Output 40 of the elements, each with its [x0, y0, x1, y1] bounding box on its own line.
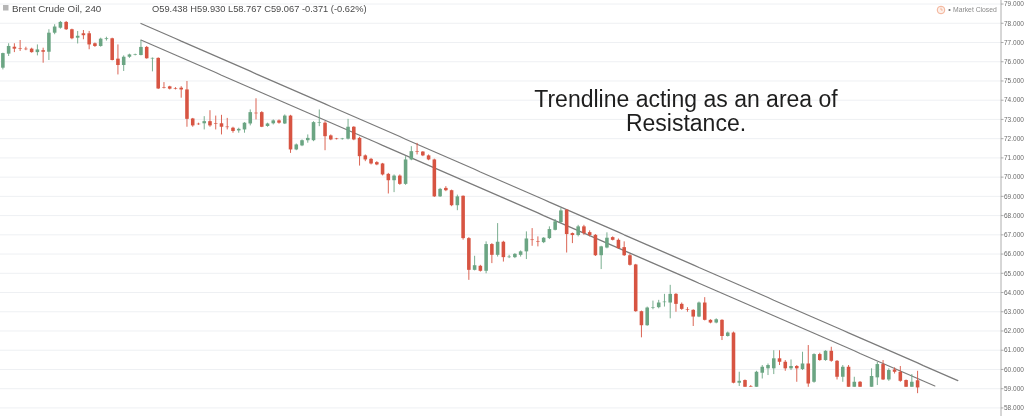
- candlestick: [139, 39, 143, 56]
- candlestick: [104, 36, 109, 42]
- chart-subtitle: O59.438 H59.930 L58.767 C59.067 -0.371 (-0.62%): [152, 4, 367, 14]
- candlestick: [231, 126, 235, 134]
- candlestick: [668, 284, 672, 319]
- candlestick: [530, 227, 534, 247]
- candlestick: [685, 306, 690, 313]
- candlestick: [208, 109, 212, 128]
- candlestick: [317, 108, 322, 127]
- chart-title: Brent Crude Oil, 240: [12, 3, 102, 14]
- candlestick: [18, 39, 22, 52]
- candlestick: [415, 142, 419, 155]
- candlestick: [490, 242, 494, 264]
- annotation: Trendline acting as an area of Resistance.: [534, 86, 839, 136]
- candlestick: [162, 81, 166, 89]
- candlestick: [87, 30, 91, 50]
- candlestick: [766, 363, 770, 376]
- candlestick: [323, 120, 327, 151]
- candlestick: [202, 115, 207, 130]
- candlestick: [881, 359, 885, 381]
- candlestick: [41, 47, 45, 64]
- candlestick: [277, 118, 281, 125]
- candlestick: [737, 371, 742, 387]
- candlestick: [536, 235, 540, 247]
- candlestick: [116, 43, 120, 75]
- candlestick: [794, 364, 799, 383]
- candlestick: [651, 300, 655, 310]
- candlestick: [392, 173, 396, 193]
- candlestick: [720, 318, 724, 341]
- candlestick: [306, 133, 310, 144]
- candlestick: [219, 114, 224, 135]
- candlestick: [47, 28, 51, 61]
- candlestick: [645, 306, 649, 327]
- candlestick: [835, 359, 839, 380]
- candlestick: [771, 349, 776, 375]
- candlestick: [789, 359, 793, 371]
- candlestick: [674, 292, 678, 313]
- candlestick: [800, 351, 805, 371]
- candlestick: [213, 115, 218, 130]
- candlestick: [806, 344, 811, 388]
